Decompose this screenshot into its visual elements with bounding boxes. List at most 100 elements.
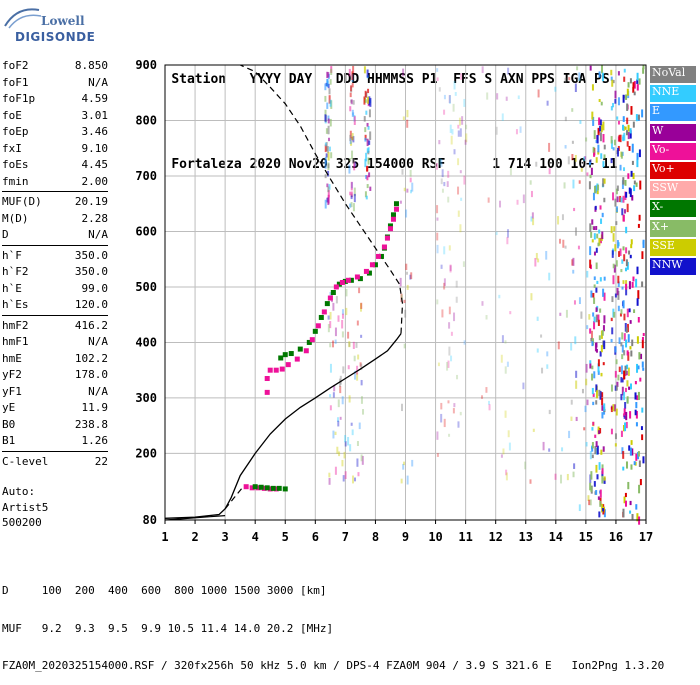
noise-echo	[593, 185, 596, 194]
noise-echo	[598, 389, 601, 397]
noise-echo	[635, 504, 638, 510]
noise-echo	[561, 214, 564, 221]
noise-echo	[598, 229, 601, 234]
noise-echo	[588, 499, 591, 506]
noise-echo	[629, 254, 632, 259]
noise-echo	[440, 402, 443, 410]
x-tick-label: 7	[342, 530, 349, 544]
param-row: hmF1 N/A	[2, 334, 108, 351]
noise-echo	[575, 416, 578, 422]
noise-echo	[629, 130, 632, 139]
trace-point	[282, 486, 288, 492]
noise-echo	[616, 381, 619, 387]
param-name: B0	[2, 417, 16, 431]
noise-echo	[351, 429, 354, 436]
noise-echo	[589, 499, 592, 506]
trace-point	[339, 280, 345, 286]
ionogram-chart: 1 2 3 4 5 6 7 8 9 10 11 12 13 14 15 16 17802003004005006…	[135, 58, 653, 544]
noise-echo	[597, 359, 600, 367]
noise-echo	[625, 226, 628, 234]
trace-point	[390, 212, 396, 218]
trace-point	[270, 485, 276, 491]
noise-echo	[571, 259, 574, 266]
noise-echo	[637, 391, 640, 400]
noise-echo	[364, 158, 367, 168]
noise-echo	[622, 177, 625, 185]
noise-echo	[636, 513, 639, 522]
noise-echo	[460, 73, 463, 80]
legend-item: NNE	[650, 85, 696, 103]
param-value: N/A	[88, 335, 108, 348]
noise-echo	[636, 363, 639, 373]
noise-echo	[350, 195, 353, 200]
noise-echo	[366, 122, 369, 127]
noise-echo	[638, 484, 641, 494]
val-ps: 11	[601, 157, 618, 172]
noise-echo	[591, 442, 594, 449]
noise-echo	[363, 96, 366, 105]
noise-echo	[441, 309, 444, 318]
noise-echo	[601, 405, 604, 411]
param-value: 178.0	[74, 368, 108, 381]
param-name: foF2	[2, 59, 29, 72]
noise-echo	[364, 191, 367, 198]
trace-point	[273, 367, 279, 373]
noise-echo	[356, 441, 359, 447]
param-row: hmF2 416.2	[2, 318, 108, 335]
noise-echo	[350, 85, 353, 92]
logo-swoosh-icon	[4, 8, 42, 29]
noise-echo	[632, 172, 635, 180]
noise-echo	[328, 95, 331, 104]
noise-echo	[601, 212, 604, 218]
noise-echo	[443, 246, 446, 255]
noise-echo	[349, 106, 352, 112]
noise-echo	[330, 68, 333, 75]
noise-echo	[628, 281, 631, 290]
noise-echo	[595, 139, 598, 143]
noise-echo	[441, 188, 444, 193]
noise-echo	[603, 340, 606, 350]
noise-echo	[404, 309, 407, 318]
noise-echo	[448, 306, 451, 315]
noise-echo	[613, 226, 616, 232]
x-tick-label: 3	[222, 530, 229, 544]
noise-echo	[529, 180, 532, 185]
noise-echo	[614, 98, 617, 104]
noise-echo	[639, 377, 642, 382]
param-value: 102.2	[74, 351, 108, 365]
noise-echo	[571, 108, 574, 112]
noise-echo	[641, 361, 644, 368]
noise-echo	[624, 267, 627, 272]
noise-echo	[568, 430, 571, 439]
noise-echo	[600, 101, 603, 106]
noise-echo	[341, 396, 344, 405]
trace-point	[363, 268, 369, 274]
noise-echo	[360, 334, 363, 338]
noise-echo	[435, 163, 438, 170]
noise-echo	[454, 92, 457, 96]
noise-echo	[341, 319, 344, 329]
noise-echo	[599, 391, 602, 400]
noise-echo	[365, 152, 368, 162]
noise-echo	[626, 130, 629, 136]
noise-echo	[635, 182, 638, 187]
noise-echo	[629, 320, 632, 324]
noise-echo	[595, 348, 598, 353]
noise-echo	[610, 406, 613, 413]
noise-echo	[585, 378, 588, 386]
x-tick-label: 15	[579, 530, 593, 544]
noise-echo	[327, 315, 330, 320]
noise-echo	[324, 174, 327, 179]
noise-echo	[615, 408, 618, 416]
trace-point	[294, 356, 300, 362]
noise-echo	[565, 309, 568, 318]
noise-echo	[628, 145, 631, 151]
noise-echo	[603, 276, 606, 281]
noise-echo	[601, 475, 604, 484]
noise-echo	[403, 343, 406, 349]
param-value: 22	[94, 454, 108, 468]
noise-echo	[465, 133, 468, 143]
noise-echo	[354, 477, 357, 482]
noise-echo	[505, 469, 508, 476]
trace-point	[381, 244, 387, 250]
